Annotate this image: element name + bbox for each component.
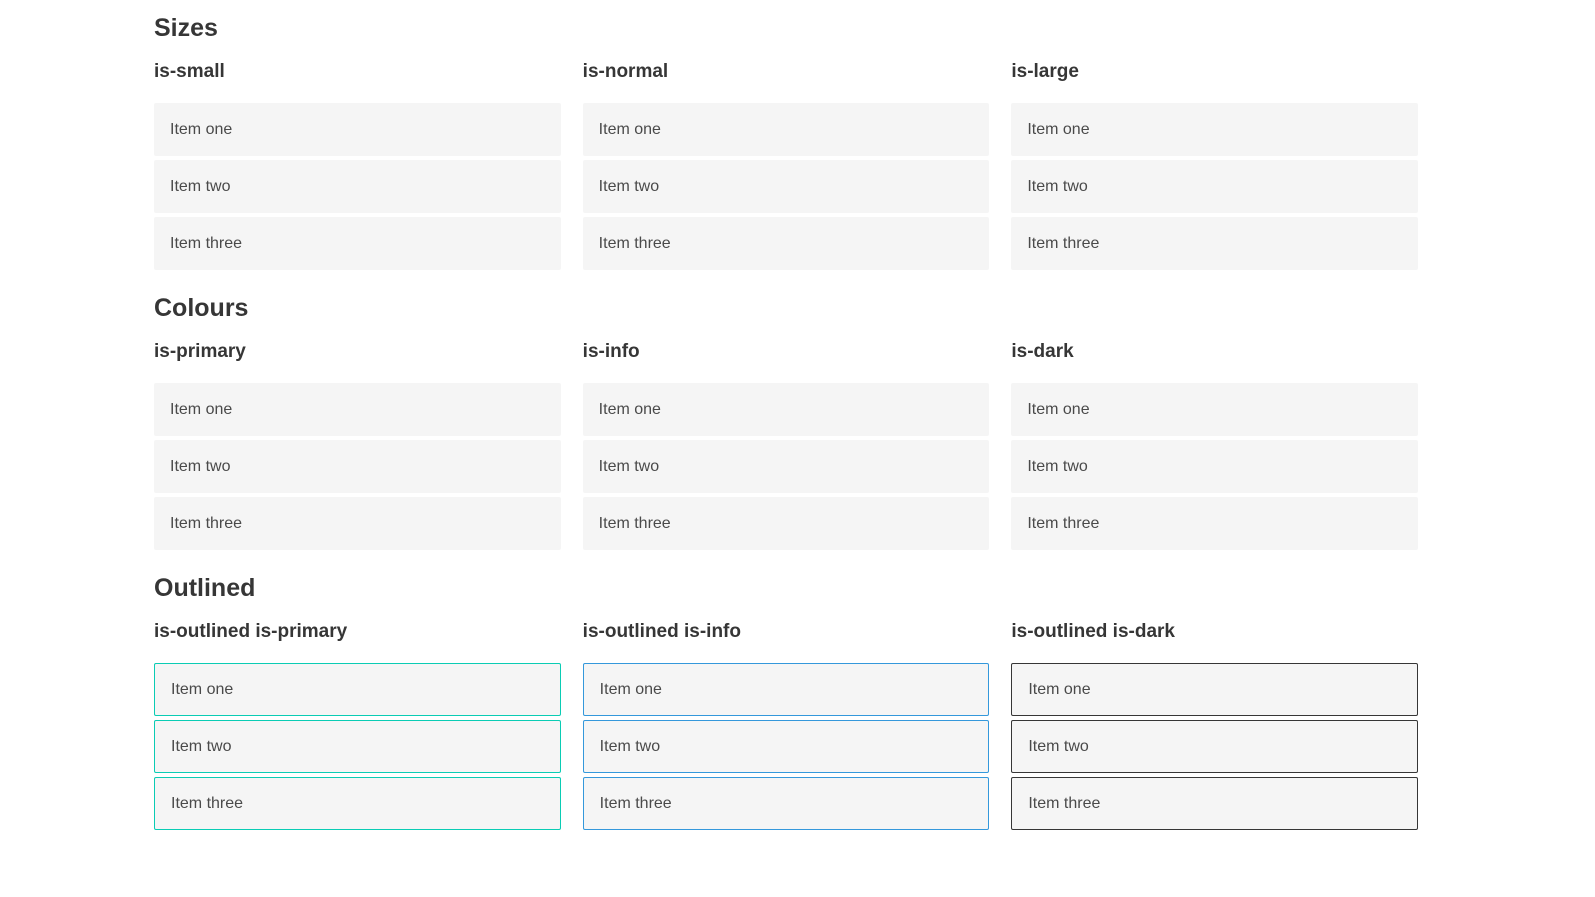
list-item: Item one xyxy=(582,103,990,156)
list-item: Item two xyxy=(1011,720,1419,773)
block-list-normal: Item one Item two Item three xyxy=(582,103,990,270)
column-is-large: is-large Item one Item two Item three xyxy=(1011,61,1419,270)
column-heading-is-primary: is-primary xyxy=(154,341,246,362)
block-list-demo-page: Sizes is-small Item one Item two Item th… xyxy=(154,0,1419,830)
block-list-outlined-dark: Item one Item two Item three xyxy=(1011,663,1419,830)
block-list-small: Item one Item two Item three xyxy=(154,103,561,270)
colours-row: is-primary Item one Item two Item three … xyxy=(154,341,1419,550)
list-item: Item two xyxy=(1011,160,1419,213)
outlined-row: is-outlined is-primary Item one Item two… xyxy=(154,621,1419,830)
list-item: Item two xyxy=(582,160,990,213)
colours-section-title: Colours xyxy=(154,294,249,322)
list-item: Item one xyxy=(1011,663,1419,716)
section-sizes: Sizes is-small Item one Item two Item th… xyxy=(154,14,1419,270)
list-item: Item three xyxy=(1011,217,1419,270)
list-item: Item one xyxy=(154,103,561,156)
column-outlined-primary: is-outlined is-primary Item one Item two… xyxy=(154,622,561,830)
section-outlined: Outlined is-outlined is-primary Item one… xyxy=(154,574,1419,830)
list-item: Item three xyxy=(154,217,561,270)
block-list-info: Item one Item two Item three xyxy=(582,383,990,550)
list-item: Item two xyxy=(154,440,561,493)
column-is-dark: is-dark Item one Item two Item three xyxy=(1011,341,1419,550)
sizes-section-title: Sizes xyxy=(154,14,218,42)
column-is-small: is-small Item one Item two Item three xyxy=(154,62,561,270)
block-list-outlined-primary: Item one Item two Item three xyxy=(154,663,561,830)
list-item: Item one xyxy=(1011,383,1419,436)
list-item: Item two xyxy=(1011,440,1419,493)
list-item: Item three xyxy=(582,777,990,830)
list-item: Item two xyxy=(154,720,561,773)
list-item: Item one xyxy=(582,663,990,716)
list-item: Item one xyxy=(154,663,561,716)
list-item: Item three xyxy=(1011,777,1419,830)
column-is-primary: is-primary Item one Item two Item three xyxy=(154,342,561,550)
outlined-section-title: Outlined xyxy=(154,574,256,602)
column-heading-outlined-primary: is-outlined is-primary xyxy=(154,621,348,642)
list-item: Item three xyxy=(154,497,561,550)
block-list-large: Item one Item two Item three xyxy=(1011,103,1419,270)
list-item: Item three xyxy=(154,777,561,830)
list-item: Item three xyxy=(1011,497,1419,550)
sizes-row: is-small Item one Item two Item three is… xyxy=(154,61,1419,270)
column-is-info: is-info Item one Item two Item three xyxy=(582,341,990,550)
column-outlined-info: is-outlined is-info Item one Item two It… xyxy=(582,621,990,830)
list-item: Item two xyxy=(154,160,561,213)
column-heading-is-large: is-large xyxy=(1011,61,1079,82)
block-list-primary: Item one Item two Item three xyxy=(154,383,561,550)
list-item: Item one xyxy=(1011,103,1419,156)
list-item: Item two xyxy=(582,440,990,493)
list-item: Item one xyxy=(154,383,561,436)
block-list-outlined-info: Item one Item two Item three xyxy=(582,663,990,830)
column-heading-outlined-dark: is-outlined is-dark xyxy=(1011,621,1175,642)
column-heading-outlined-info: is-outlined is-info xyxy=(582,621,741,642)
section-colours: Colours is-primary Item one Item two Ite… xyxy=(154,294,1419,550)
column-heading-is-normal: is-normal xyxy=(582,61,669,82)
block-list-dark: Item one Item two Item three xyxy=(1011,383,1419,550)
column-heading-is-dark: is-dark xyxy=(1011,341,1074,362)
list-item: Item three xyxy=(582,217,990,270)
list-item: Item three xyxy=(582,497,990,550)
column-heading-is-small: is-small xyxy=(154,61,225,82)
column-outlined-dark: is-outlined is-dark Item one Item two It… xyxy=(1011,621,1419,830)
list-item: Item two xyxy=(582,720,990,773)
column-heading-is-info: is-info xyxy=(582,341,640,362)
list-item: Item one xyxy=(582,383,990,436)
column-is-normal: is-normal Item one Item two Item three xyxy=(582,61,990,270)
